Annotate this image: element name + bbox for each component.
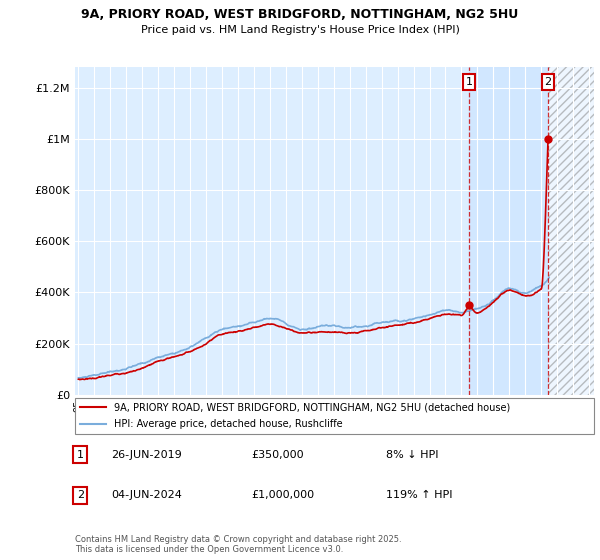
Text: 2: 2 [544,77,551,87]
Text: 1: 1 [466,77,473,87]
Text: 8% ↓ HPI: 8% ↓ HPI [386,450,439,460]
FancyBboxPatch shape [75,398,594,434]
Text: 1: 1 [77,450,83,460]
Text: 04-JUN-2024: 04-JUN-2024 [112,490,182,500]
Text: Price paid vs. HM Land Registry's House Price Index (HPI): Price paid vs. HM Land Registry's House … [140,25,460,35]
Bar [469,67,548,395]
Text: 26-JUN-2019: 26-JUN-2019 [112,450,182,460]
Bar [548,67,594,395]
Text: £350,000: £350,000 [251,450,304,460]
Bar [548,67,594,395]
Text: Contains HM Land Registry data © Crown copyright and database right 2025.
This d: Contains HM Land Registry data © Crown c… [75,535,401,554]
Text: 119% ↑ HPI: 119% ↑ HPI [386,490,453,500]
Text: HPI: Average price, detached house, Rushcliffe: HPI: Average price, detached house, Rush… [114,419,343,429]
Text: 9A, PRIORY ROAD, WEST BRIDGFORD, NOTTINGHAM, NG2 5HU: 9A, PRIORY ROAD, WEST BRIDGFORD, NOTTING… [82,8,518,21]
Text: 2: 2 [77,490,84,500]
Text: 9A, PRIORY ROAD, WEST BRIDGFORD, NOTTINGHAM, NG2 5HU (detached house): 9A, PRIORY ROAD, WEST BRIDGFORD, NOTTING… [114,403,510,412]
Text: £1,000,000: £1,000,000 [251,490,314,500]
